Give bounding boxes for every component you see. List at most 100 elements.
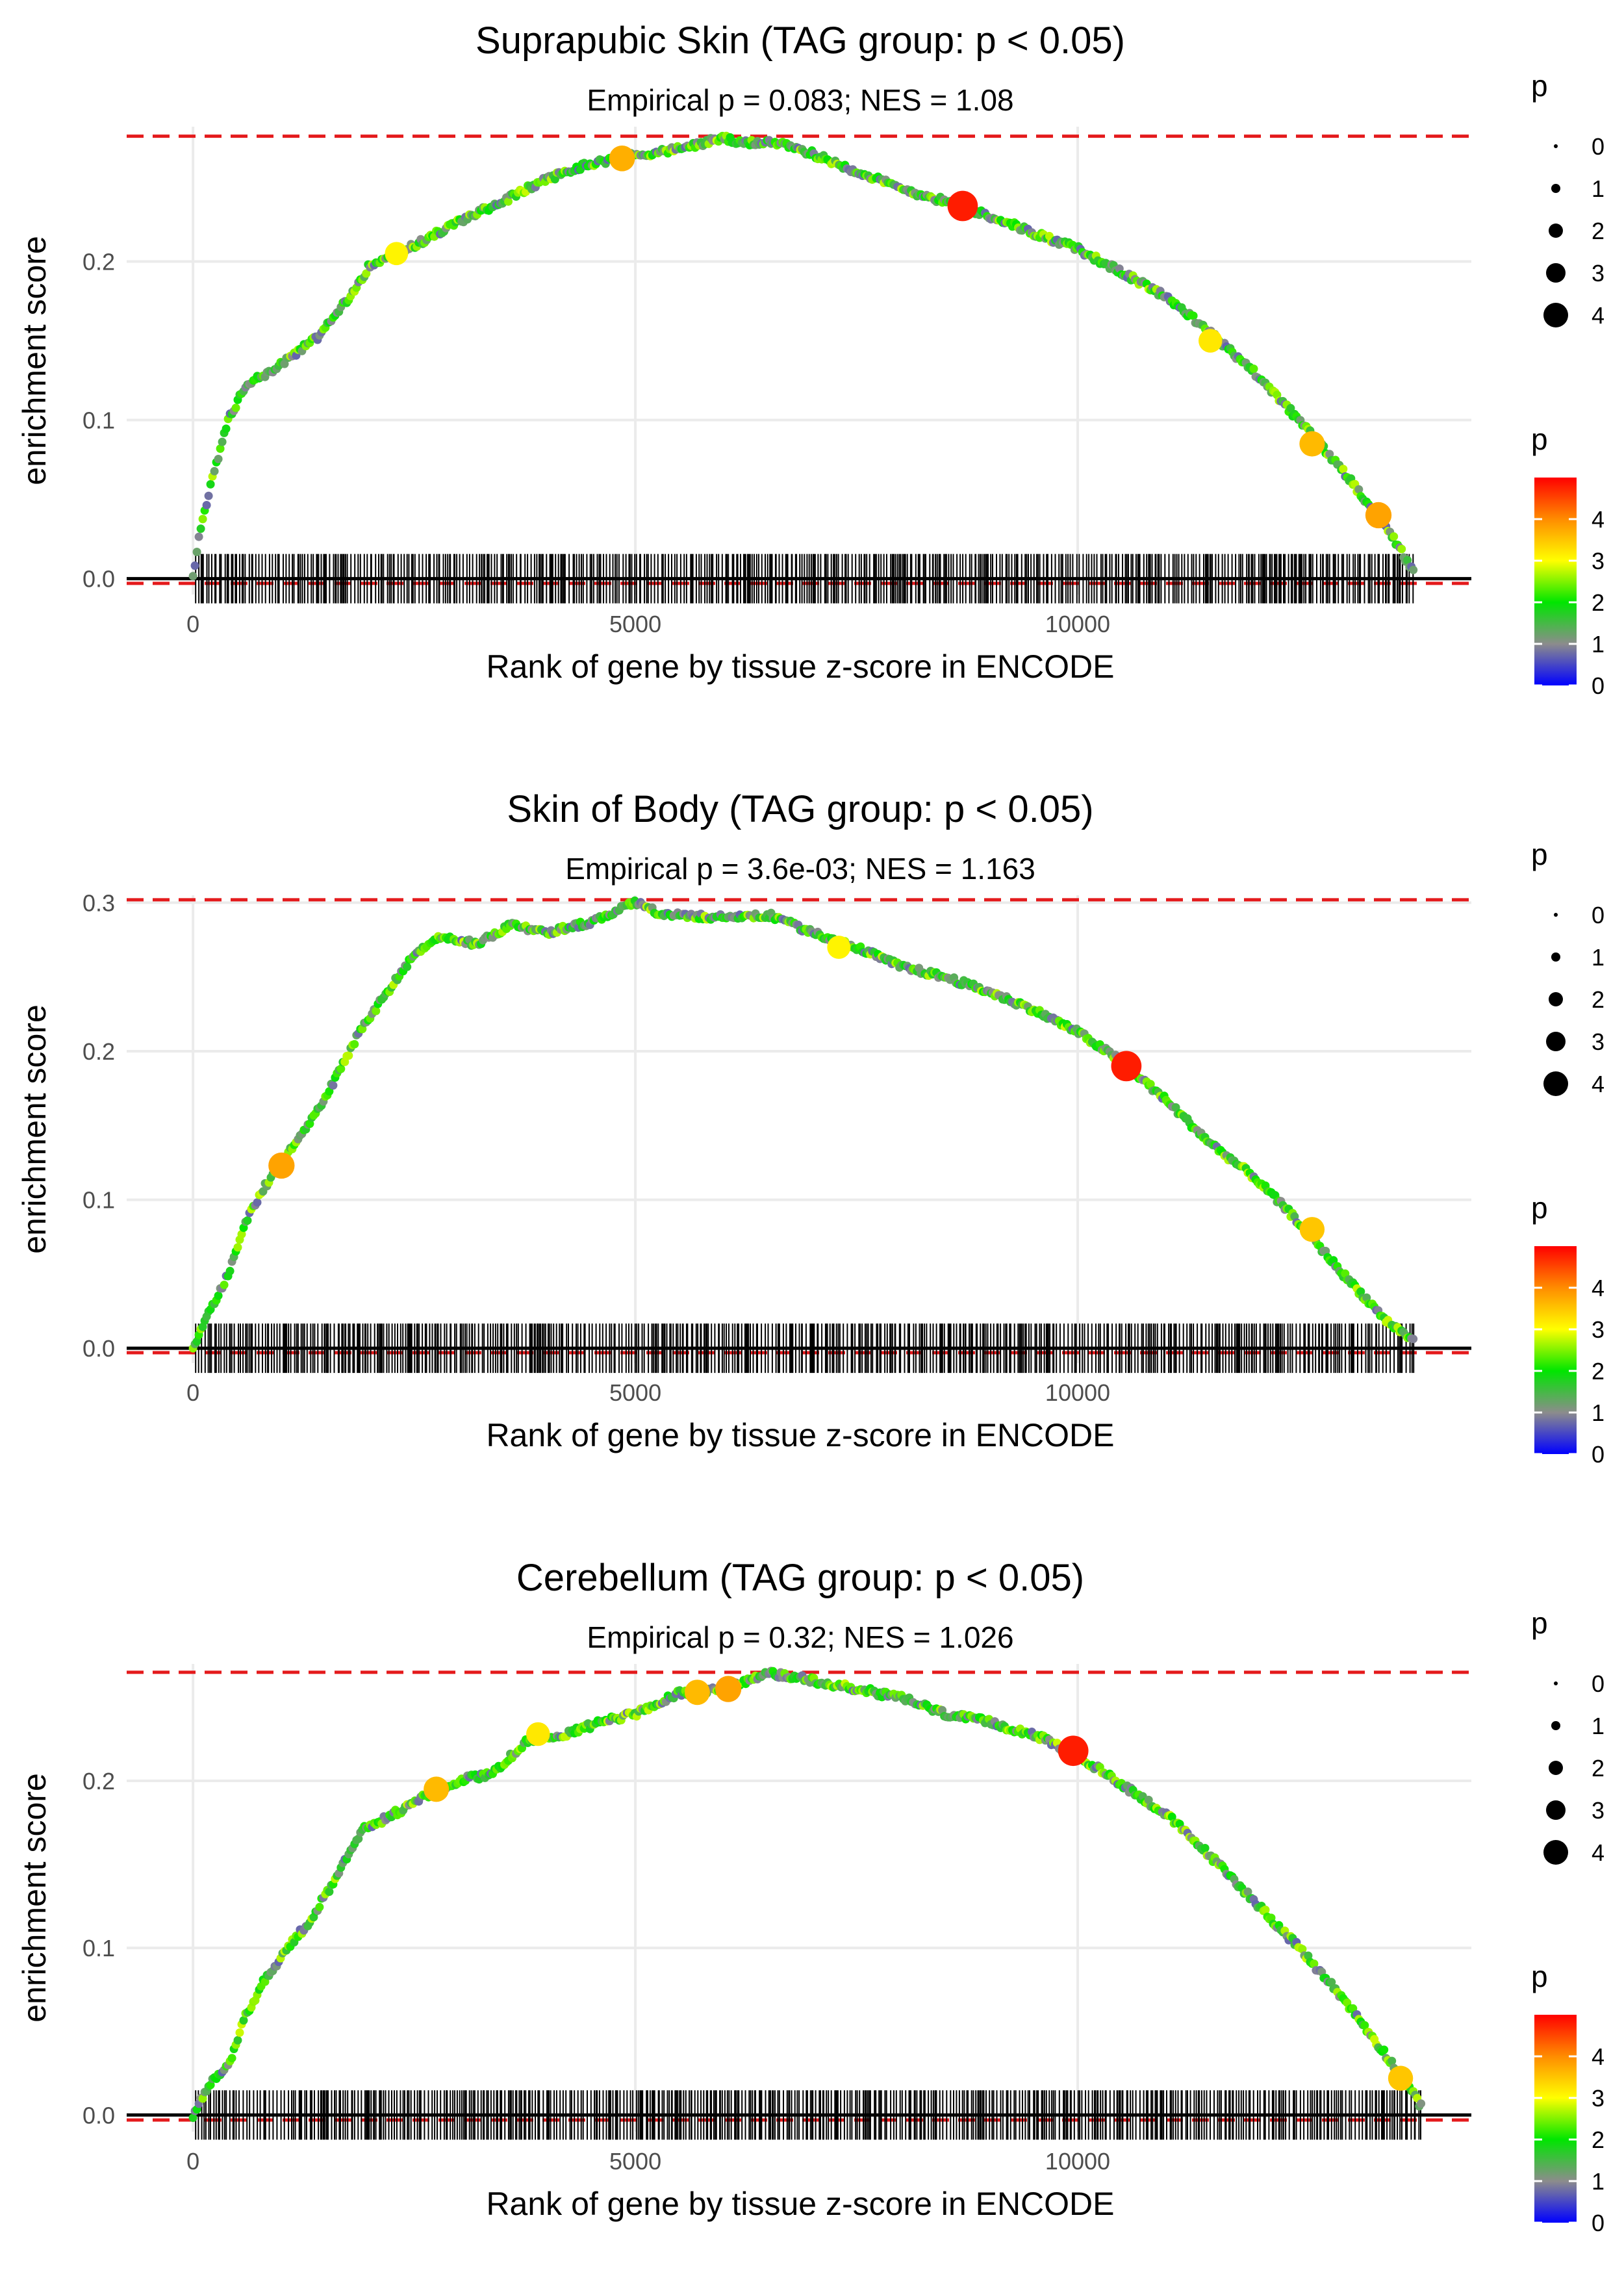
enrichment-point xyxy=(222,424,231,433)
x-axis-title: Rank of gene by tissue z-score in ENCODE xyxy=(486,648,1114,685)
enrichment-point xyxy=(231,403,240,413)
enrichment-point xyxy=(233,2036,242,2045)
y-tick-label: 0.1 xyxy=(82,1935,115,1961)
enrichment-point xyxy=(192,1337,201,1346)
size-legend-dot xyxy=(1546,1032,1566,1051)
color-legend-label: 2 xyxy=(1592,589,1605,616)
size-legend-label: 4 xyxy=(1592,1839,1605,1866)
enrichment-point xyxy=(233,1243,242,1252)
x-tick-label: 0 xyxy=(186,2148,199,2175)
panel-2: Skin of Body (TAG group: p < 0.05) Empiri… xyxy=(16,788,1605,1468)
size-legend-label: 0 xyxy=(1592,902,1605,928)
size-legend-label: 1 xyxy=(1592,175,1605,202)
enrichment-point xyxy=(1409,565,1418,574)
enrichment-points xyxy=(188,896,1418,1353)
enrichment-point xyxy=(1261,1906,1270,1914)
size-legend-dot xyxy=(1549,992,1563,1006)
x-axis-title: Rank of gene by tissue z-score in ENCODE xyxy=(486,2186,1114,2222)
enrichment-point xyxy=(1171,1103,1180,1112)
color-legend-label: 1 xyxy=(1592,631,1605,658)
y-tick-label: 0.2 xyxy=(82,1768,115,1795)
gridlines xyxy=(127,127,1471,594)
legend: p 0 1 2 3 4 p 4 3 2 1 0 xyxy=(1531,1606,1605,2236)
significant-gene-point xyxy=(1058,1735,1089,1767)
significant-gene-point xyxy=(268,1152,295,1179)
x-tick-label: 10000 xyxy=(1045,611,1110,637)
color-legend-label: 4 xyxy=(1592,506,1605,533)
chart-subtitle: Empirical p = 0.32; NES = 1.026 xyxy=(587,1620,1013,1654)
color-legend-label: 0 xyxy=(1592,1441,1605,1468)
enrichment-point xyxy=(1167,1812,1176,1821)
color-legend-label: 3 xyxy=(1592,1316,1605,1343)
enrichment-point xyxy=(216,444,225,453)
enrichment-point xyxy=(1417,2099,1426,2108)
enrichment-point xyxy=(260,1977,270,1986)
x-tick-label: 0 xyxy=(186,611,199,637)
size-legend-dot xyxy=(1551,184,1560,193)
enrichment-point xyxy=(206,479,215,489)
enrichment-point xyxy=(1310,1960,1319,1968)
color-legend-label: 1 xyxy=(1592,2168,1605,2195)
color-legend-title: p xyxy=(1531,422,1548,456)
size-legend-dot xyxy=(1551,952,1560,962)
color-legend-label: 0 xyxy=(1592,672,1605,699)
enrichment-point xyxy=(315,1902,324,1911)
enrichment-point xyxy=(1388,2056,1397,2065)
legend: p 0 1 2 3 4 p 4 3 2 1 0 xyxy=(1531,69,1605,699)
color-legend-label: 0 xyxy=(1592,2210,1605,2236)
enrichment-point xyxy=(1304,1951,1313,1960)
size-legend-dot xyxy=(1543,1071,1568,1096)
enrichment-point xyxy=(325,1087,334,1096)
x-tick-label: 5000 xyxy=(609,2148,661,2175)
size-legend-dot xyxy=(1554,1681,1558,1685)
y-tick-label: 0.1 xyxy=(82,407,115,434)
enrichment-point xyxy=(1327,1978,1336,1987)
y-tick-label: 0.2 xyxy=(82,1038,115,1065)
enrichment-point xyxy=(1200,1844,1210,1852)
enrichment-point xyxy=(1144,1795,1153,1804)
enrichment-point xyxy=(198,515,207,524)
significant-gene-point xyxy=(1299,431,1325,457)
enrichment-point xyxy=(344,1051,353,1060)
enrichment-point xyxy=(214,455,223,463)
gridlines xyxy=(127,895,1471,1363)
color-legend-title: p xyxy=(1531,1960,1548,1993)
enrichment-point xyxy=(1243,1887,1252,1897)
x-tick-label: 5000 xyxy=(609,611,661,637)
size-legend-dot xyxy=(1546,1800,1566,1820)
enrichment-point xyxy=(336,1064,346,1073)
size-legend-label: 3 xyxy=(1592,1797,1605,1824)
chart-subtitle: Empirical p = 3.6e-03; NES = 1.163 xyxy=(565,852,1035,886)
enrichment-point xyxy=(204,491,213,500)
significant-gene-point xyxy=(947,190,978,222)
size-legend-dot xyxy=(1549,1761,1563,1775)
significant-gene-point xyxy=(424,1776,450,1802)
size-legend-label: 4 xyxy=(1592,302,1605,329)
enrichment-point xyxy=(372,1006,381,1016)
x-tick-label: 10000 xyxy=(1045,1379,1110,1406)
enrichment-point xyxy=(362,269,371,278)
enrichment-point xyxy=(225,1266,235,1275)
significant-gene-point xyxy=(1299,1217,1325,1242)
chart-subtitle: Empirical p = 0.083; NES = 1.08 xyxy=(587,83,1013,117)
enrichment-point xyxy=(237,1230,246,1239)
enrichment-point xyxy=(1349,2004,1358,2013)
significant-gene-point xyxy=(1111,1051,1142,1082)
enrichment-point xyxy=(220,1281,229,1290)
enrichment-point xyxy=(202,501,211,509)
significant-gene-point xyxy=(609,145,635,172)
size-legend-title: p xyxy=(1531,69,1548,103)
x-tick-label: 0 xyxy=(186,1379,199,1406)
significant-gene-point xyxy=(1199,329,1223,353)
enrichment-point xyxy=(1380,2045,1389,2054)
enrichment-point xyxy=(188,2114,197,2122)
enrichment-point xyxy=(1403,556,1412,565)
enrichment-point xyxy=(1354,485,1364,494)
enrichment-point xyxy=(1360,2021,1369,2030)
color-legend-bar xyxy=(1534,2015,1577,2223)
panel-3: Cerebellum (TAG group: p < 0.05) Empirica… xyxy=(16,1557,1605,2236)
y-axis-title: enrichment score xyxy=(16,236,53,485)
enrichment-point xyxy=(329,1081,338,1090)
significant-gene-point xyxy=(526,1722,550,1746)
